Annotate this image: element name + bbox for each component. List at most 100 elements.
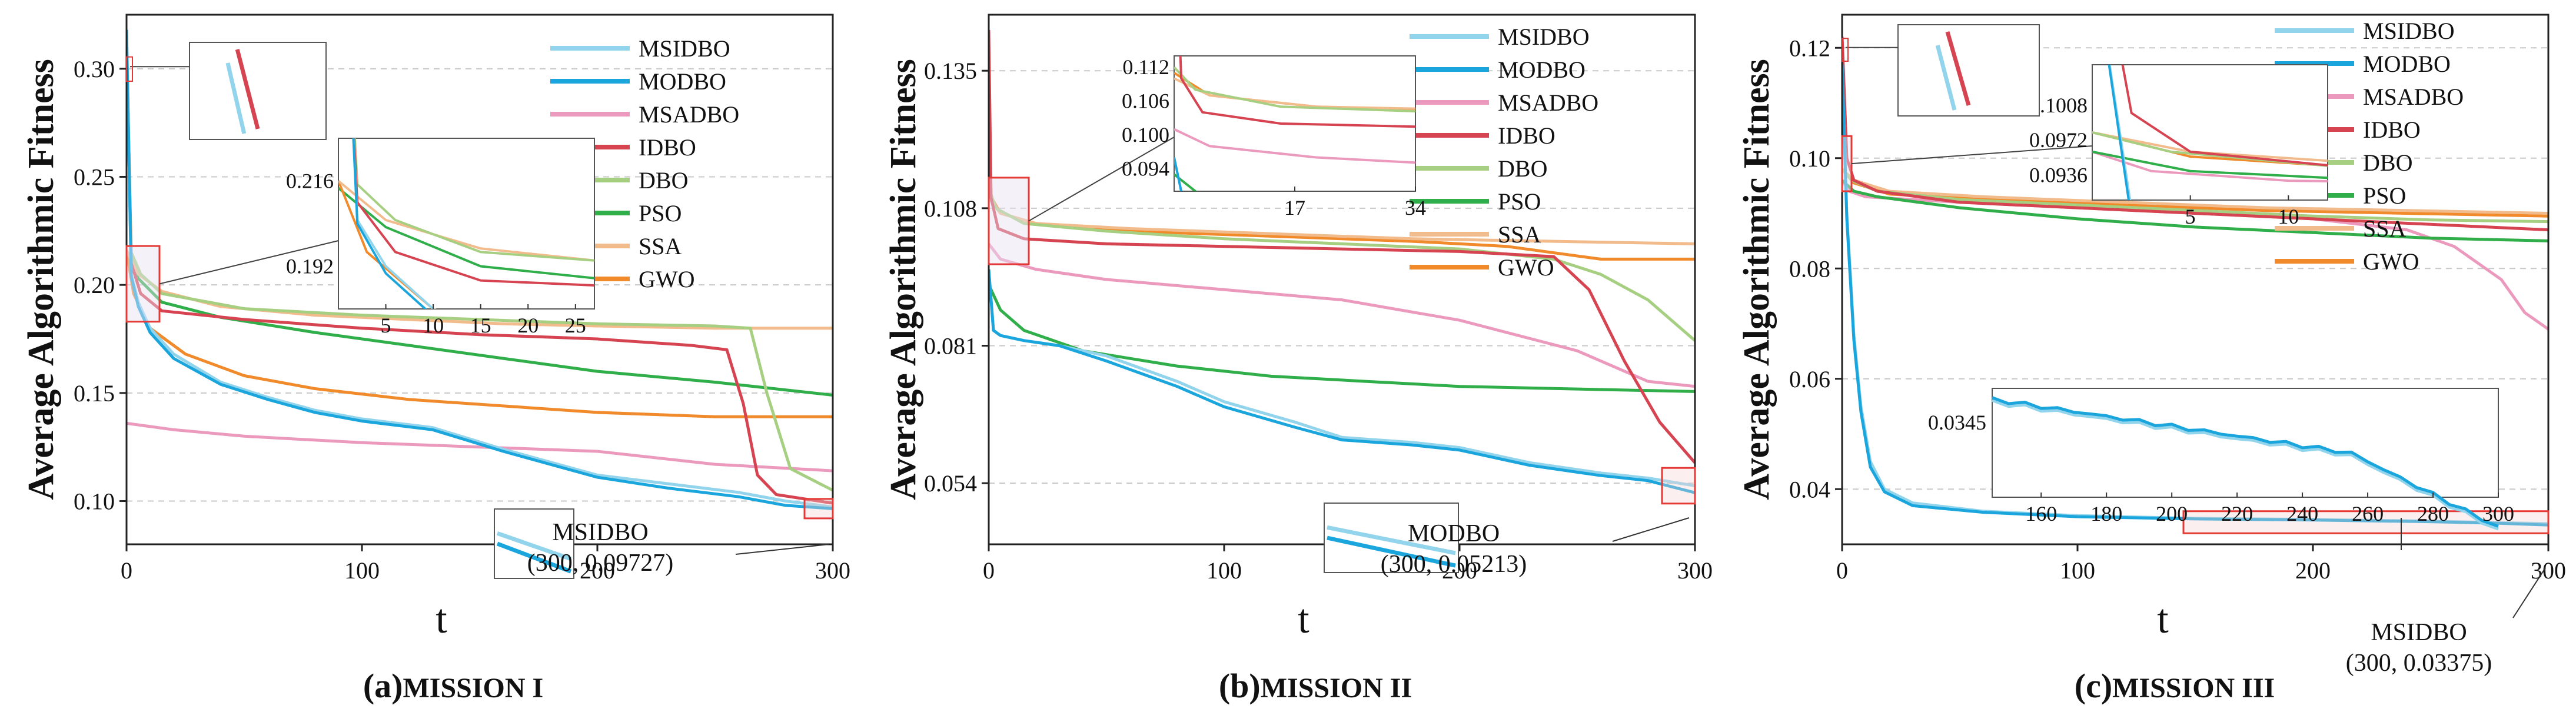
zoom-source-box [125,245,161,323]
x-tick-label: 300 [2531,557,2566,584]
late-x-tick-label: 180 [2090,502,2122,525]
series-group [1842,36,2548,527]
legend-entry: MSIDBO [1498,24,1590,50]
y-tick-label: 0.08 [1789,255,1830,282]
y-tick-label: 0.20 [74,272,115,298]
zoom-source-box [988,177,1030,265]
x-tick-label: 100 [344,557,380,584]
final-value-box [1661,467,1696,505]
x-tick-label: 200 [580,557,615,584]
late-x-tick-label: 240 [2286,502,2318,525]
zoom-x-tick-label: 34 [1405,196,1426,219]
y-tick-label: 0.054 [924,470,977,497]
legend-entry: IDBO [639,134,696,161]
late-x-tick-label: 160 [2025,502,2057,525]
x-tick-label: 100 [1206,557,1242,584]
zoom-series [338,138,594,309]
legend-entry: DBO [2363,149,2412,176]
zoom-line-pso [1174,173,1198,191]
caption-name: MISSION II [1261,673,1412,704]
zoom-line-idbo [2121,65,2328,167]
caption-name: MISSION I [403,673,543,704]
legend-entry: MODBO [1498,56,1586,83]
late-x-tick-label: 300 [2482,502,2514,525]
series-line-modbo [1842,64,2548,527]
y-axis-label: Average Algorithmic Fitness [1737,59,1777,500]
series-line-idbo [1842,36,2548,232]
zoom-line-modbo [2108,65,2130,200]
annotation-name: MODBO [1408,520,1500,547]
annotation-coord: (300, 0.05213) [1381,551,1527,578]
end-detail-dark [1327,535,1456,568]
zoom-line-dbo [353,138,594,262]
zoom-x-tick-label: 10 [2278,205,2299,228]
final-value-box [2182,510,2550,534]
legend-entry: GWO [1498,254,1554,281]
series-line-msidbo [989,269,1695,487]
late-inset-frame [1992,388,2499,498]
legend-entry: SSA [2363,215,2406,242]
legend-entry: MSIDBO [639,35,730,62]
zoom-x-tick-label: 17 [1284,196,1305,219]
legend-entry: GWO [2363,248,2419,275]
zoom-y-label: 0.100 [1122,123,1169,147]
x-tick-label: 0 [983,557,995,584]
zoom-x-tick-label: 5 [2185,205,2196,228]
zoom-line-idbo [353,138,594,287]
x-tick-label: 0 [1836,557,1848,584]
legend-entry: IDBO [2363,117,2421,143]
series-line-msadbo [989,242,1695,388]
x-tick-label: 300 [815,557,850,584]
y-tick-label: 0.10 [74,488,115,515]
caption-tag: (b) [1219,667,1261,705]
legend-entry: PSO [639,200,682,227]
y-axis-label: Average Algorithmic Fitness [21,59,61,500]
zoom-x-tick-label: 20 [517,314,539,337]
y-tick-label: 0.081 [924,333,977,360]
mini-source-box [1842,38,1849,62]
zoom-connector [1851,145,2093,165]
zoom-inset: 5 10 15 20 25 0.216 0.192 [286,138,595,337]
y-tick-label: 0.25 [74,164,115,191]
zoom-series [2092,65,2328,200]
legend-entry: DBO [639,167,688,194]
plot-frame [1841,14,2550,545]
series-line-pso [989,284,1695,393]
panel-caption: (a)MISSION I [363,667,543,705]
zoom-series [1174,56,1415,191]
zoom-inset: 17 34 0.112 0.106 0.100 0.094 [1122,55,1426,219]
legend-entry: MODBO [2363,51,2451,77]
zoom-x-tick-label: 10 [423,314,444,337]
mini-inset-idbo [235,49,260,129]
chart-panel-1: 0.10 0.15 0.20 0.25 0.30 0 100 200 300 Average Al… [21,14,850,705]
series-group [127,29,833,510]
zoom-line-dbo [1174,66,1415,113]
legend-entry: MSADBO [1498,89,1598,116]
late-x-tick-label: 260 [2352,502,2384,525]
zoom-line-idbo [1179,56,1415,128]
mini-inset-msidbo [1935,45,1957,111]
y-axis-label: Average Algorithmic Fitness [883,59,923,500]
legend-entry: IDBO [1498,122,1555,149]
y-tick-label: 0.10 [1789,145,1830,172]
zoom-y-label: 0.094 [1122,157,1169,181]
annotation-arrow [2512,567,2546,618]
series-line-msadbo [127,421,833,473]
zoom-y-label: 0.106 [1122,89,1169,113]
annotation-coord: (300, 0.09727) [527,550,673,577]
legend-entry: MODBO [639,68,726,95]
y-tick-label: 0.06 [1789,366,1830,392]
legend-entry: GWO [639,266,695,292]
zoom-y-label: 0.216 [286,169,334,193]
legend-entry: PSO [2363,182,2406,209]
x-tick-label: 300 [1677,557,1713,584]
late-y-label: 0.0345 [1928,411,1986,434]
y-tick-label: 0.12 [1789,35,1830,61]
series-line-msidbo [127,29,833,509]
zoom-x-tick-label: 15 [470,314,491,337]
zoom-y-label: 0.0936 [2029,163,2088,187]
late-x-tick-label: 200 [2156,502,2188,525]
caption-tag: (c) [2075,667,2112,705]
